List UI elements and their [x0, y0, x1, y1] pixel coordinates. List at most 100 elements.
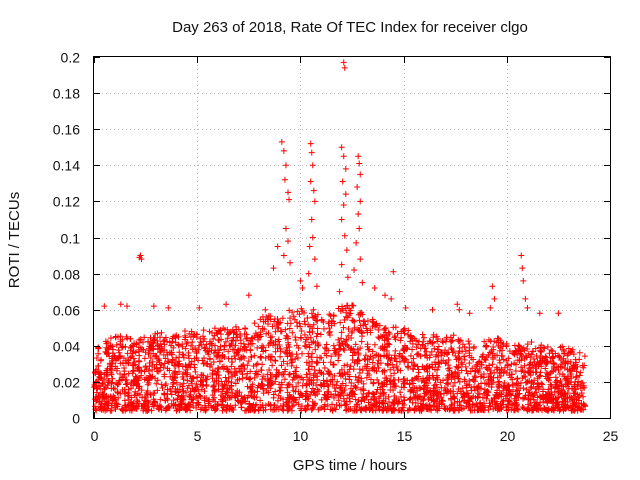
data-point	[358, 338, 365, 345]
data-point	[343, 336, 350, 343]
data-point	[310, 389, 317, 396]
data-point	[308, 380, 315, 387]
data-point	[289, 356, 296, 363]
y-tick-label: 0.08	[53, 267, 80, 283]
data-point	[240, 340, 247, 347]
data-point	[367, 376, 374, 383]
data-point	[491, 395, 498, 402]
data-point	[359, 279, 366, 286]
data-point	[284, 360, 291, 367]
data-point	[142, 363, 149, 370]
data-point	[121, 371, 128, 378]
data-point	[214, 365, 221, 372]
data-point	[387, 372, 394, 379]
data-point	[429, 364, 436, 371]
data-point	[165, 304, 172, 311]
data-point	[410, 389, 417, 396]
data-point	[286, 196, 293, 203]
data-point	[497, 359, 504, 366]
data-point	[371, 367, 378, 374]
data-point	[474, 404, 481, 411]
data-point	[536, 310, 543, 317]
data-point	[328, 322, 335, 329]
data-point	[294, 355, 301, 362]
data-point	[182, 345, 189, 352]
data-point	[261, 326, 268, 333]
data-point	[234, 387, 241, 394]
data-point	[217, 327, 224, 334]
data-point	[287, 315, 294, 322]
data-point	[398, 353, 405, 360]
data-point	[458, 359, 465, 366]
data-point	[127, 335, 134, 342]
data-point	[434, 346, 441, 353]
data-point	[400, 376, 407, 383]
data-point	[264, 382, 271, 389]
data-point	[407, 352, 414, 359]
data-point	[516, 390, 523, 397]
data-point	[99, 380, 106, 387]
data-point	[115, 347, 122, 354]
data-point	[141, 402, 148, 409]
data-point	[342, 401, 349, 408]
data-point	[375, 380, 382, 387]
data-point	[344, 342, 351, 349]
data-point	[307, 334, 314, 341]
data-point	[343, 407, 350, 414]
data-point	[142, 349, 149, 356]
data-point	[147, 334, 154, 341]
data-point	[364, 329, 371, 336]
data-point	[310, 321, 317, 328]
data-point	[324, 367, 331, 374]
data-point	[180, 387, 187, 394]
data-point	[222, 374, 229, 381]
data-point	[340, 153, 347, 160]
data-point	[157, 396, 164, 403]
data-point	[236, 376, 243, 383]
data-point	[135, 344, 142, 351]
data-point	[558, 381, 565, 388]
data-point	[342, 191, 349, 198]
data-point	[133, 382, 140, 389]
data-point	[131, 340, 138, 347]
data-point	[255, 323, 262, 330]
data-point	[511, 342, 518, 349]
data-point	[527, 400, 534, 407]
data-point	[370, 354, 377, 361]
data-point	[493, 364, 500, 371]
data-point	[505, 382, 512, 389]
data-point	[411, 362, 418, 369]
data-point	[544, 399, 551, 406]
data-point	[545, 377, 552, 384]
data-point	[569, 405, 576, 412]
data-point	[284, 347, 291, 354]
data-point	[270, 391, 277, 398]
data-point	[456, 378, 463, 385]
data-point	[130, 343, 137, 350]
data-point	[459, 385, 466, 392]
data-point	[528, 383, 535, 390]
data-point	[244, 370, 251, 377]
data-point	[511, 406, 518, 413]
data-point	[117, 352, 124, 359]
data-point	[413, 351, 420, 358]
data-point	[99, 391, 106, 398]
data-point	[370, 390, 377, 397]
data-point	[388, 402, 395, 409]
data-point	[220, 395, 227, 402]
data-point	[481, 380, 488, 387]
data-point	[172, 368, 179, 375]
data-point	[274, 325, 281, 332]
data-point	[275, 336, 282, 343]
data-point	[212, 398, 219, 405]
data-point	[330, 394, 337, 401]
data-point	[357, 256, 364, 263]
data-point	[358, 405, 365, 412]
data-point	[404, 363, 411, 370]
data-point	[382, 329, 389, 336]
data-point	[373, 322, 380, 329]
data-point	[463, 382, 470, 389]
y-tick-label: 0.2	[61, 50, 81, 66]
data-point	[324, 393, 331, 400]
data-point	[309, 385, 316, 392]
